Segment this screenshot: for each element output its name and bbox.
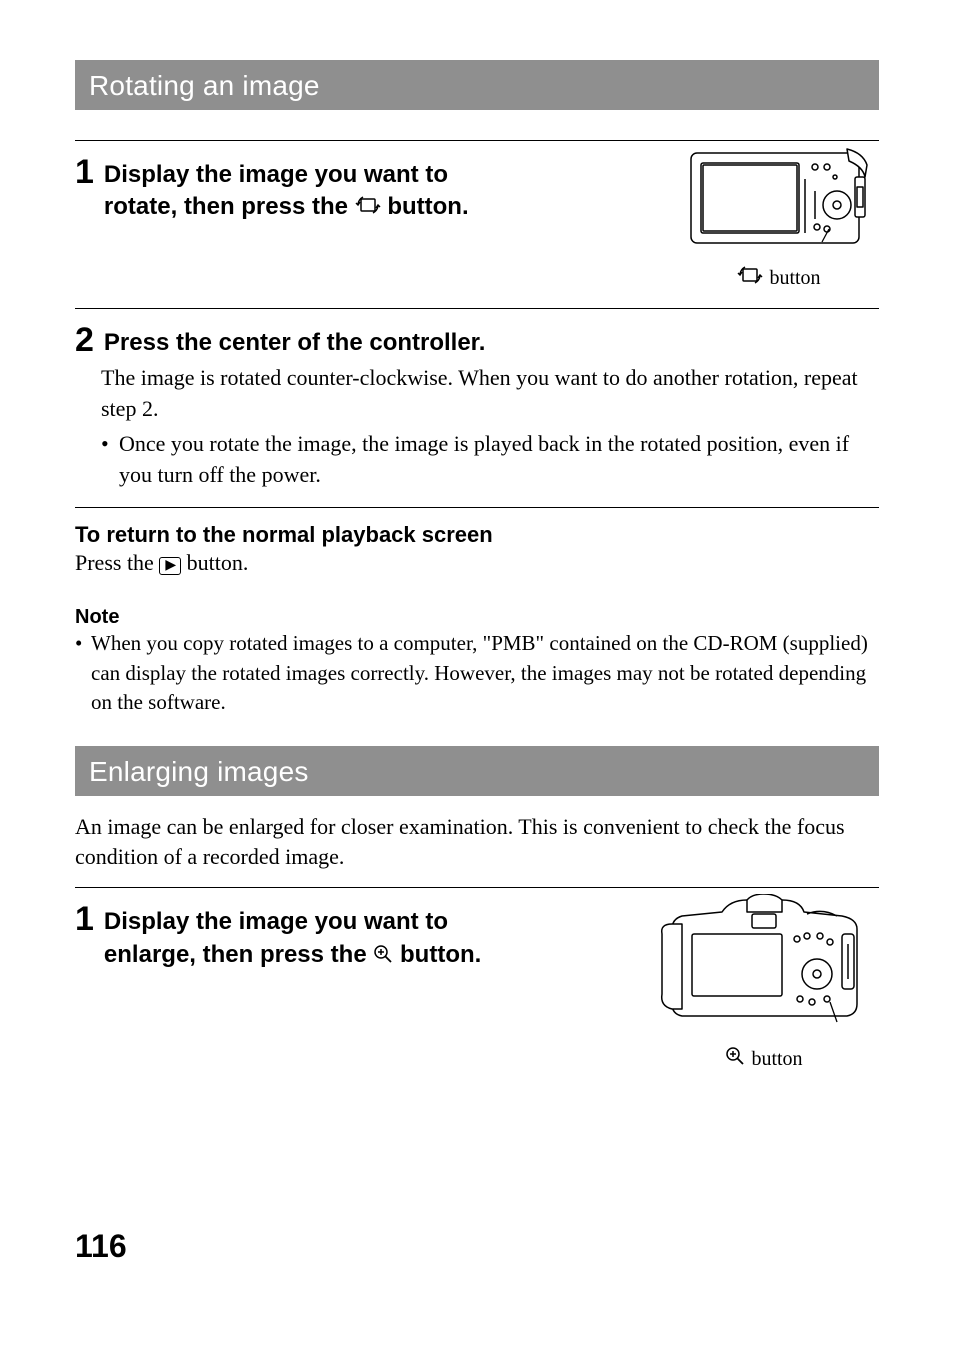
- step-text-fragment: button.: [400, 941, 481, 968]
- step-1-rotate-text: Display the image you want to rotate, th…: [104, 155, 659, 226]
- step-2-body: The image is rotated counter-clockwise. …: [101, 359, 879, 425]
- note-bullet: • When you copy rotated images to a comp…: [75, 629, 879, 717]
- figure-caption: button: [737, 258, 820, 292]
- step-text-fragment: Display the image you want to: [104, 908, 448, 935]
- step-text-fragment: enlarge, then press the: [104, 941, 373, 968]
- caption-text: button: [751, 1048, 802, 1071]
- section-header-rotating: Rotating an image: [75, 60, 879, 110]
- note-label: Note: [75, 606, 879, 629]
- return-body: Press the ▶ button.: [75, 548, 879, 579]
- return-body-a: Press the: [75, 550, 159, 575]
- bullet-text: Once you rotate the image, the image is …: [119, 429, 879, 491]
- playback-icon: ▶: [159, 557, 181, 575]
- step-2-rotate-text: Press the center of the controller.: [104, 323, 879, 359]
- rotate-icon: [355, 193, 381, 225]
- step-text-fragment: button.: [387, 193, 468, 220]
- note-text: When you copy rotated images to a comput…: [91, 629, 879, 717]
- zoom-in-icon: [725, 1046, 745, 1072]
- zoom-in-icon: [373, 941, 393, 973]
- step-text-fragment: Display the image you want to: [104, 161, 448, 188]
- step-number: 1: [75, 902, 94, 936]
- step-2-bullet: • Once you rotate the image, the image i…: [101, 425, 879, 491]
- section-header-enlarging: Enlarging images: [75, 746, 879, 796]
- bullet-marker: •: [75, 629, 91, 717]
- camera-figure-enlarge: button: [649, 888, 879, 1072]
- enlarging-intro: An image can be enlarged for closer exam…: [75, 796, 879, 874]
- step-text-fragment: rotate, then press the: [104, 193, 355, 220]
- bullet-marker: •: [101, 429, 119, 491]
- caption-text: button: [769, 267, 820, 290]
- figure-caption: button: [725, 1040, 802, 1072]
- step-number: 2: [75, 323, 94, 357]
- return-body-b: button.: [187, 550, 249, 575]
- step-1-enlarge-text: Display the image you want to enlarge, t…: [104, 902, 629, 973]
- page-number: 116: [75, 1228, 127, 1265]
- rotate-icon: [737, 264, 763, 292]
- camera-figure-rotate: button: [679, 141, 879, 292]
- return-heading: To return to the normal playback screen: [75, 522, 879, 548]
- step-number: 1: [75, 155, 94, 189]
